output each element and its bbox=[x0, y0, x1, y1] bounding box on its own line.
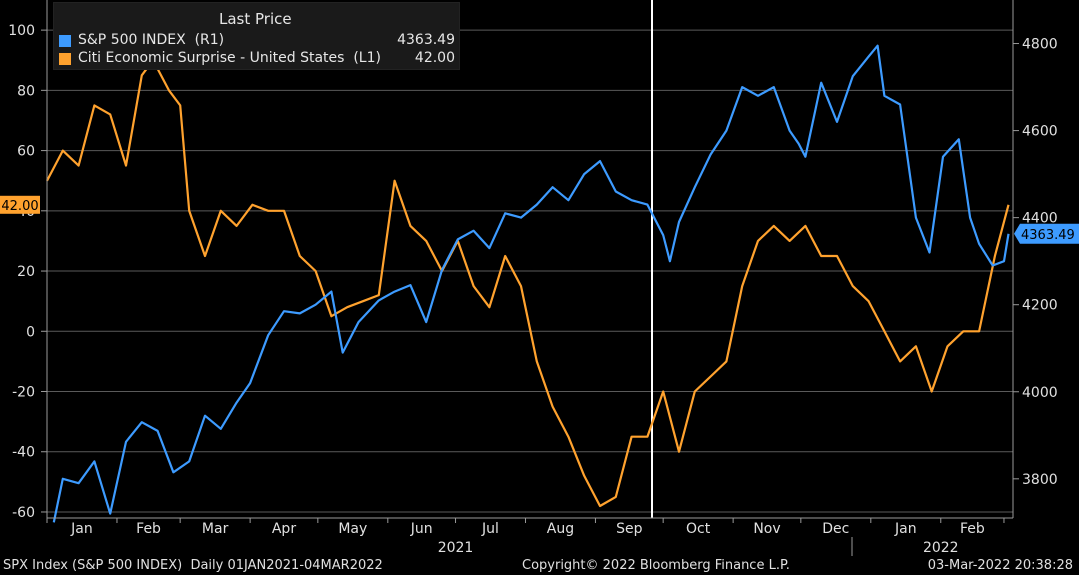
legend-entry-citi: Citi Economic Surprise - United States (… bbox=[59, 50, 455, 68]
left-tick-label: -60 bbox=[12, 505, 35, 521]
x-tick-label: Jun bbox=[410, 521, 433, 537]
left-tick-label: 100 bbox=[8, 23, 35, 39]
left-tick-label: 60 bbox=[17, 144, 35, 160]
left-tick-label: -20 bbox=[12, 385, 35, 401]
x-axis-ticks: Jan Feb Mar Apr May Jun Jul Aug Sep Oct Nov Dec Jan F… bbox=[46, 518, 1005, 537]
left-axis-ticks: 100806040200-20-40-60 bbox=[8, 23, 47, 521]
x-tick-label: Feb bbox=[136, 521, 161, 537]
right-tick-label: 4400 bbox=[1022, 211, 1058, 227]
x-tick-label: Oct bbox=[686, 521, 711, 537]
legend-value-spx: 4363.49 bbox=[397, 32, 455, 48]
right-tick-label: 4600 bbox=[1022, 124, 1058, 140]
series-line-spx bbox=[52, 44, 1010, 523]
right-tick-label: 4200 bbox=[1022, 298, 1058, 314]
x-tick-label: Mar bbox=[202, 521, 229, 537]
footer-timestamp: 03-Mar-2022 20:38:28 bbox=[927, 558, 1073, 573]
legend-swatch-spx bbox=[59, 35, 71, 47]
right-tick-label: 4800 bbox=[1022, 37, 1058, 53]
legend-swatch-citi bbox=[59, 53, 71, 65]
legend-value-citi: 42.00 bbox=[414, 50, 455, 66]
year-label: 2021 bbox=[438, 540, 474, 556]
last-value-tag-citi bbox=[0, 195, 40, 214]
right-tick-label: 4000 bbox=[1022, 385, 1058, 401]
footer-copyright: Copyright© 2022 Bloomberg Finance L.P. bbox=[522, 558, 790, 573]
x-tick-label: May bbox=[338, 521, 367, 537]
x-tick-label: Aug bbox=[547, 521, 574, 537]
right-axis-ticks: 4800 4600 4400 4200 4000 3800 bbox=[1013, 37, 1058, 488]
x-tick-label: Feb bbox=[960, 521, 985, 537]
last-value-tag-spx bbox=[1014, 223, 1079, 244]
legend-label-spx: S&P 500 INDEX (R1) bbox=[78, 32, 225, 48]
x-tick-label: Jan bbox=[894, 521, 917, 537]
footer-ticker: SPX Index (S&P 500 INDEX) Daily 01JAN202… bbox=[3, 558, 383, 573]
series-layer bbox=[46, 44, 1010, 523]
left-tick-label: 20 bbox=[17, 264, 35, 280]
year-labels: 2021 2022 bbox=[438, 540, 959, 556]
series-line-citi bbox=[46, 59, 1010, 508]
x-tick-label: Jan bbox=[70, 521, 93, 537]
x-tick-label: Jul bbox=[481, 521, 499, 537]
left-tick-label: 80 bbox=[17, 83, 35, 99]
legend: Last Price S&P 500 INDEX (R1) 4363.49 Ci… bbox=[53, 2, 460, 70]
legend-entry-spx: S&P 500 INDEX (R1) 4363.49 bbox=[59, 32, 455, 50]
x-tick-label: Apr bbox=[272, 521, 296, 537]
last-value-text-spx: 4363.49 bbox=[1021, 228, 1075, 243]
x-tick-label: Nov bbox=[753, 521, 780, 537]
left-tick-label: -40 bbox=[12, 445, 35, 461]
x-tick-label: Dec bbox=[822, 521, 849, 537]
x-tick-label: Sep bbox=[616, 521, 643, 537]
axes bbox=[46, 0, 1014, 556]
last-value-text-citi: 42.00 bbox=[1, 199, 38, 214]
year-label: 2022 bbox=[923, 540, 959, 556]
legend-label-citi: Citi Economic Surprise - United States (… bbox=[78, 50, 381, 66]
left-tick-label: 0 bbox=[26, 324, 35, 340]
right-tick-label: 3800 bbox=[1022, 472, 1058, 488]
last-value-tags: 42.00 4363.49 bbox=[0, 195, 1079, 244]
legend-title: Last Price bbox=[219, 10, 292, 28]
